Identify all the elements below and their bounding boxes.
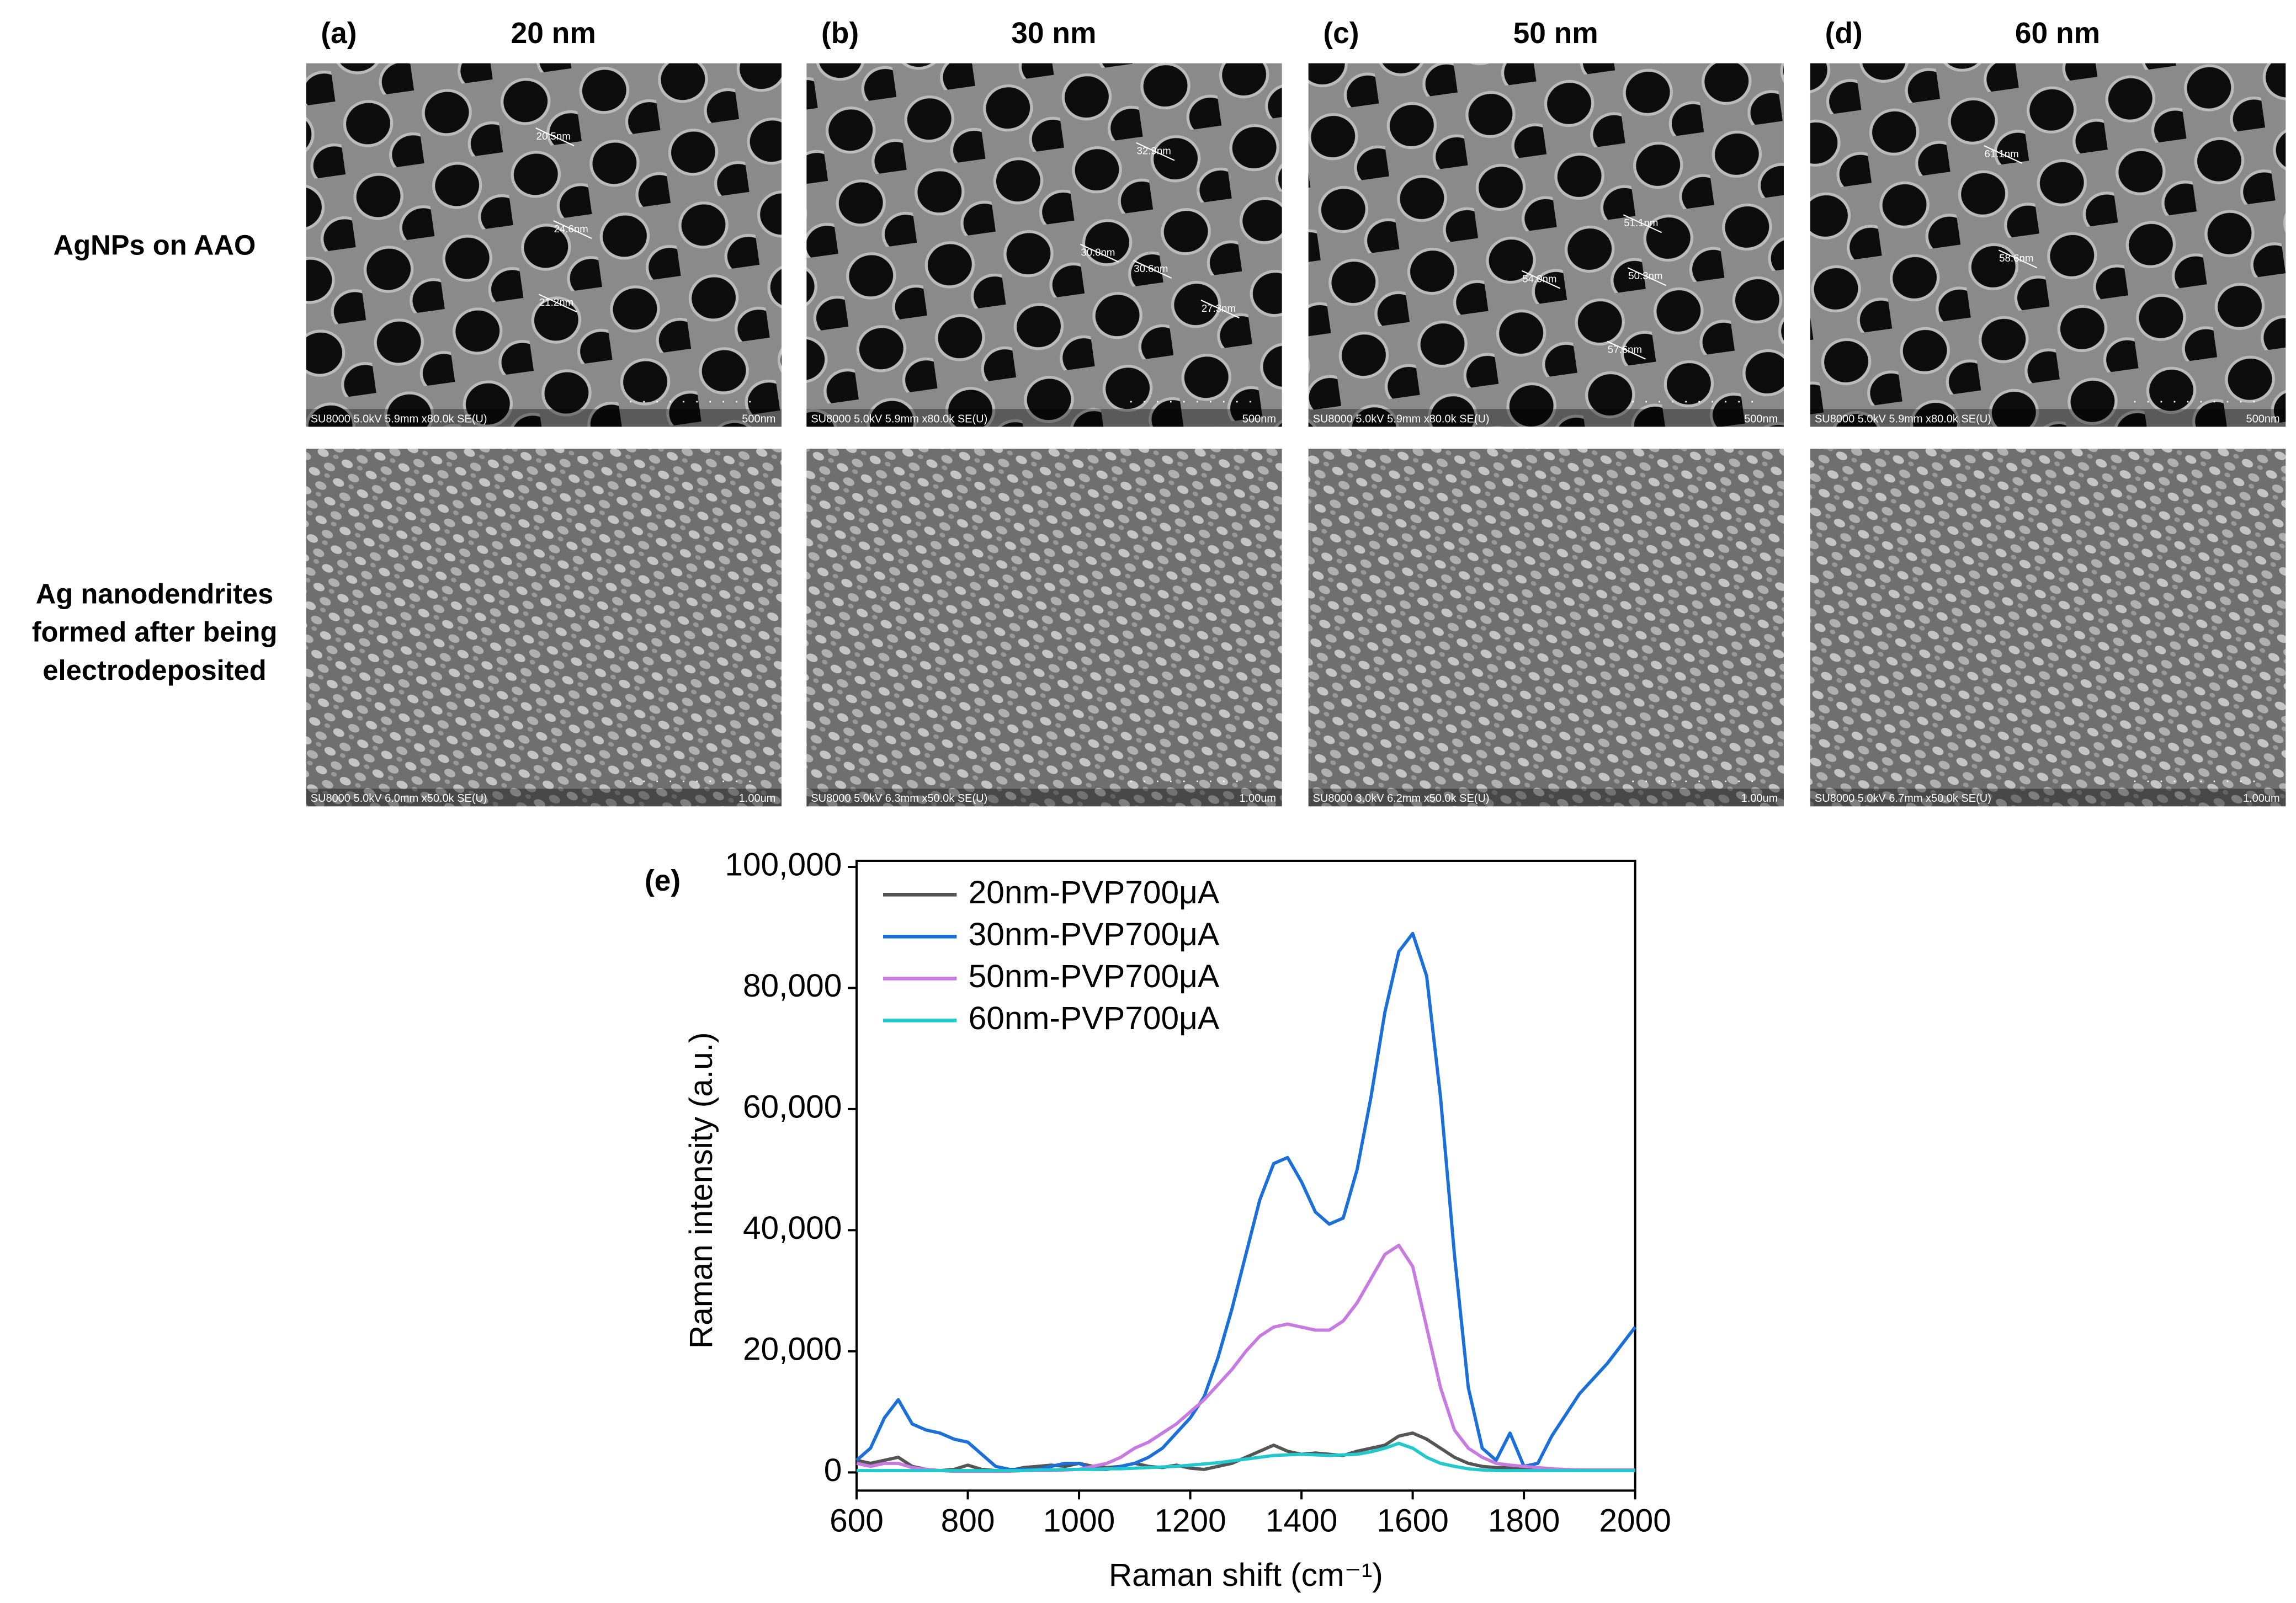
sem-image — [306, 63, 782, 427]
y-tick-label: 20,000 — [743, 1331, 842, 1367]
sem-info: SU8000 5.0kV 5.9mm x80.0k SE(U) — [1313, 413, 1490, 425]
series-line — [855, 931, 1636, 1471]
sem-info-bar — [806, 409, 1282, 427]
y-tick-label: 100,000 — [725, 846, 842, 882]
sem-image — [1810, 449, 2286, 807]
measure-line — [1200, 300, 1240, 318]
sem-info-bar — [1308, 789, 1784, 807]
sem-image — [806, 63, 1282, 427]
measurement: 57.6nm — [1608, 344, 1642, 355]
y-tick-label: 0 — [824, 1452, 842, 1488]
sem-info-bar — [806, 789, 1282, 807]
sem-info-bar — [1308, 409, 1784, 427]
panel-label: (e) — [645, 865, 681, 897]
x-tick-label: 2000 — [1599, 1503, 1671, 1538]
sem-info: SU8000 3.0kV 6.2mm x50.0k SE(U) — [1313, 792, 1490, 805]
measure-line — [1607, 340, 1646, 360]
sem-scale: 500nm — [1744, 413, 1778, 425]
measure-line — [1521, 270, 1561, 289]
row-label: Ag nanodendrites — [36, 578, 274, 609]
y-axis-title: Raman intensity (a.u.) — [683, 1032, 719, 1349]
measure-line — [1984, 145, 2023, 164]
measurement: 58.6nm — [1999, 252, 2033, 264]
sem-info: SU8000 5.0kV 5.9mm x80.0k SE(U) — [311, 413, 487, 425]
sem-scale: 500nm — [2246, 413, 2280, 425]
sem-panels: (a) 20 nm SU8000 5.0kV 5.9mm x80.0k SE(U) 5… — [32, 17, 2286, 807]
row-label: AgNPs on AAO — [54, 229, 256, 260]
panel-title: 30 nm — [1011, 17, 1096, 50]
measure-line — [535, 127, 575, 146]
sem-info: SU8000 5.0kV 6.7mm x50.0k SE(U) — [1815, 792, 1991, 805]
row-label: electrodeposited — [42, 654, 266, 686]
sem-info-bar — [1810, 789, 2286, 807]
measurement: 54.0nm — [1522, 273, 1556, 285]
x-tick-label: 800 — [941, 1503, 995, 1538]
sem-scale: 500nm — [742, 413, 775, 425]
x-tick-label: 1400 — [1266, 1503, 1338, 1538]
series-line — [857, 1441, 1635, 1472]
measure-line — [1627, 267, 1667, 286]
measurement: 30.0nm — [1081, 247, 1115, 258]
panel-label: (b) — [821, 17, 859, 50]
measurement: 51.1nm — [1624, 217, 1658, 228]
measure-line — [1136, 142, 1175, 161]
sem-image — [1308, 449, 1784, 807]
x-axis-title: Raman shift (cm⁻¹) — [1109, 1557, 1383, 1593]
sem-scale: 1.00um — [2243, 792, 2280, 805]
y-tick-label: 60,000 — [743, 1089, 842, 1125]
sem-scale: 500nm — [1242, 413, 1276, 425]
measurement: 24.6nm — [554, 223, 588, 235]
sem-scale: 1.00um — [1741, 792, 1778, 805]
measure-line — [1623, 214, 1662, 233]
legend-label: 30nm-PVP700μA — [969, 917, 1220, 952]
measurement: 30.6nm — [1134, 263, 1168, 274]
panel-title: 20 nm — [511, 17, 596, 50]
panel-label: (d) — [1825, 17, 1863, 50]
measure-line — [1133, 260, 1172, 279]
sem-image — [806, 449, 1282, 807]
x-tick-label: 1800 — [1488, 1503, 1560, 1538]
sem-image — [1308, 63, 1784, 427]
sem-info: SU8000 5.0kV 5.9mm x80.0k SE(U) — [811, 413, 987, 425]
measure-line — [1998, 249, 2038, 269]
sem-info: SU8000 5.0kV 6.3mm x50.0k SE(U) — [811, 792, 987, 805]
sem-info-bar — [1810, 409, 2286, 427]
measure-line — [1080, 243, 1119, 263]
plot-frame — [855, 859, 1636, 1492]
legend-label: 50nm-PVP700μA — [969, 958, 1220, 994]
measurement: 32.9nm — [1137, 145, 1171, 157]
measurement: 21.2nm — [539, 296, 573, 308]
measurement: 20.5nm — [536, 130, 571, 142]
y-tick-label: 80,000 — [743, 968, 842, 1004]
row-label: formed after being — [32, 616, 278, 648]
panel-label: (c) — [1323, 17, 1359, 50]
x-tick-label: 1000 — [1043, 1503, 1115, 1538]
measure-line — [538, 294, 577, 313]
sem-info-bar — [306, 409, 782, 427]
x-tick-label: 1200 — [1154, 1503, 1226, 1538]
legend-label: 60nm-PVP700μA — [969, 1000, 1220, 1036]
measurement: 27.3nm — [1202, 302, 1236, 314]
panel-title: 60 nm — [2015, 17, 2100, 50]
x-tick-label: 600 — [830, 1503, 884, 1538]
sem-info: SU8000 5.0kV 6.0mm x50.0k SE(U) — [311, 792, 487, 805]
sem-info-bar — [306, 789, 782, 807]
panel-title: 50 nm — [1513, 17, 1598, 50]
panel-label: (a) — [321, 17, 357, 50]
sem-image — [306, 449, 782, 807]
legend-label: 20nm-PVP700μA — [969, 875, 1220, 910]
measurement: 50.3nm — [1628, 270, 1662, 281]
sem-info: SU8000 5.0kV 5.9mm x80.0k SE(U) — [1815, 413, 1991, 425]
sem-image — [1810, 63, 2286, 427]
raman-chart: (e) 0 20,000 40,000 60,000 80,000 100,000 600 80… — [645, 846, 1671, 1593]
y-tick-label: 40,000 — [743, 1210, 842, 1246]
measure-line — [553, 220, 592, 239]
measurement: 61.1nm — [1985, 148, 2019, 159]
sem-scale: 1.00um — [739, 792, 776, 805]
sem-scale: 1.00um — [1239, 792, 1276, 805]
x-tick-label: 1600 — [1376, 1503, 1449, 1538]
